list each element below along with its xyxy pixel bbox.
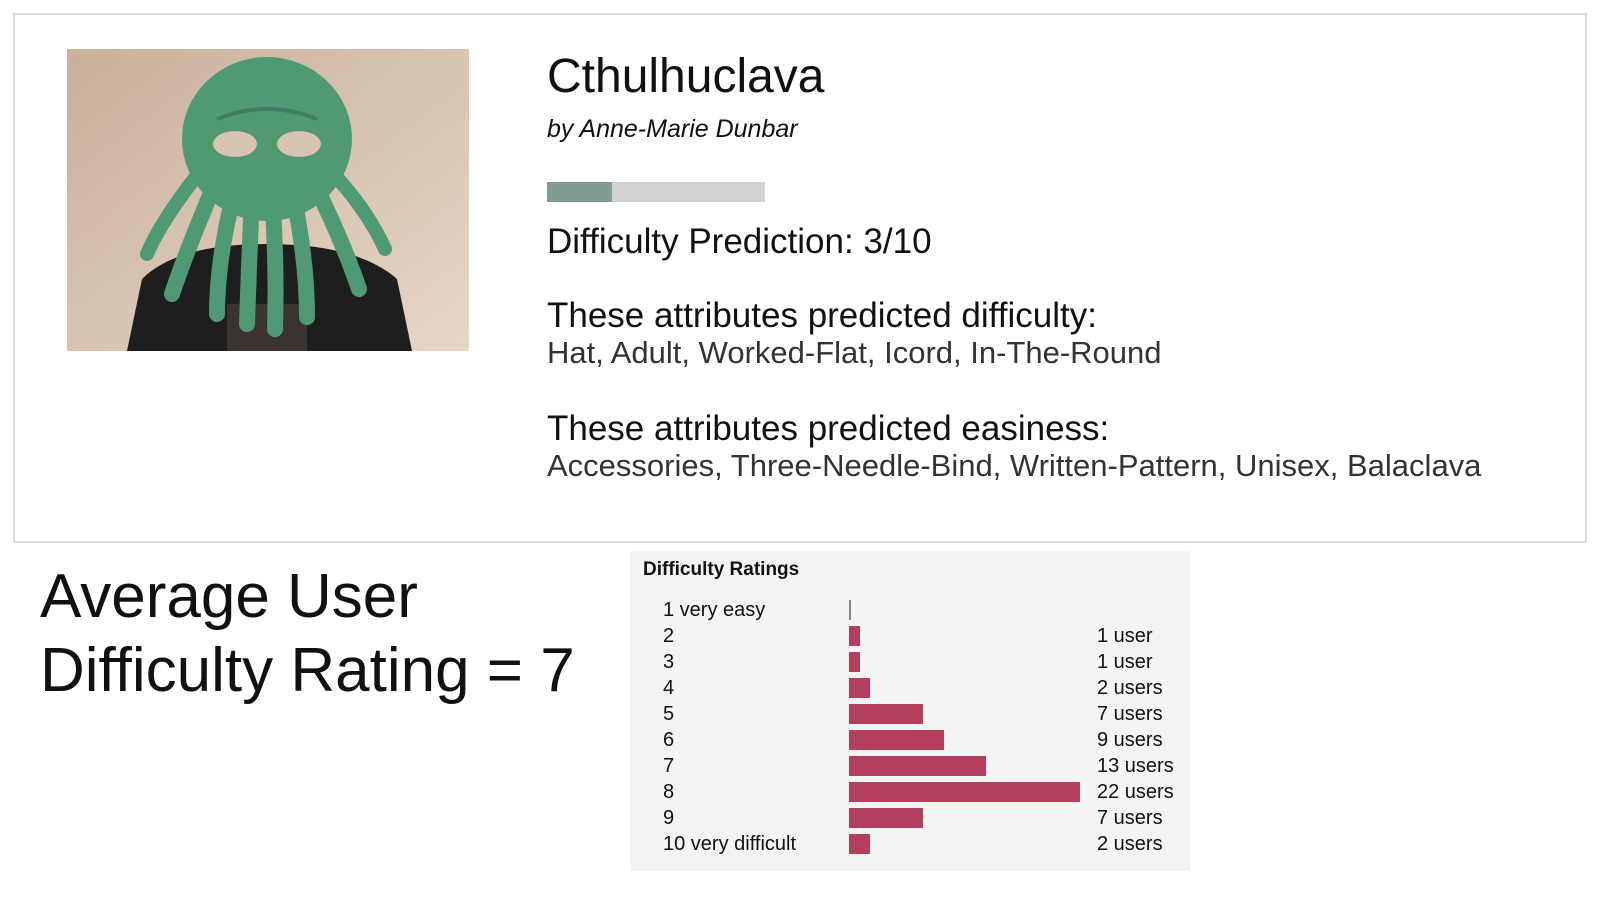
rating-label-1: 1 very easy <box>663 599 766 621</box>
rating-label-2: 2 <box>663 625 675 647</box>
easiness-attributes-list: Accessories, Three-Needle-Bind, Written-… <box>547 448 1482 483</box>
rating-label-4: 4 <box>663 677 675 699</box>
rating-count-7: 13 users <box>1097 755 1174 777</box>
difficulty-ratings-chart: Difficulty Ratings 1 very easy 2 1 user 3 1 … <box>630 551 1190 871</box>
rating-count-4: 2 users <box>1097 677 1163 699</box>
pattern-photo[interactable] <box>67 49 469 351</box>
rating-bar-5 <box>849 704 923 724</box>
pattern-author[interactable]: by Anne-Marie Dunbar <box>547 115 798 143</box>
pattern-title[interactable]: Cthulhuclava <box>547 50 825 103</box>
rating-label-8: 8 <box>663 781 675 803</box>
rating-bar-1 <box>849 600 851 620</box>
difficulty-attributes-heading: These attributes predicted difficulty: <box>547 296 1097 335</box>
rating-bar-9 <box>849 808 923 828</box>
rating-bar-4 <box>849 678 870 698</box>
rating-count-5: 7 users <box>1097 703 1163 725</box>
pattern-card: Cthulhuclava by Anne-Marie Dunbar Diffic… <box>13 13 1587 543</box>
average-rating-line2: Difficulty Rating = 7 <box>40 636 575 705</box>
difficulty-prediction-text: Difficulty Prediction: 3/10 <box>547 222 932 261</box>
rating-count-10: 2 users <box>1097 833 1163 855</box>
rating-label-5: 5 <box>663 703 675 725</box>
rating-count-2: 1 user <box>1097 625 1153 647</box>
rating-label-6: 6 <box>663 729 675 751</box>
difficulty-prediction-fill <box>547 182 613 202</box>
rating-label-9: 9 <box>663 807 675 829</box>
easiness-attributes-heading: These attributes predicted easiness: <box>547 409 1110 448</box>
rating-count-6: 9 users <box>1097 729 1163 751</box>
rating-bar-8 <box>849 782 1080 802</box>
rating-label-7: 7 <box>663 755 675 777</box>
average-user-rating: Average User Difficulty Rating = 7 <box>40 560 610 708</box>
rating-count-3: 1 user <box>1097 651 1153 673</box>
rating-bar-6 <box>849 730 944 750</box>
rating-bar-7 <box>849 756 986 776</box>
pattern-photo-icon <box>67 49 469 351</box>
rating-count-8: 22 users <box>1097 781 1174 803</box>
average-rating-line1: Average User <box>40 562 418 631</box>
rating-bar-10 <box>849 834 870 854</box>
rating-label-3: 3 <box>663 651 675 673</box>
chart-title: Difficulty Ratings <box>643 559 800 580</box>
rating-count-9: 7 users <box>1097 807 1163 829</box>
rating-bar-3 <box>849 652 860 672</box>
rating-label-10: 10 very difficult <box>663 833 797 855</box>
difficulty-prediction-bar <box>547 182 765 202</box>
rating-bar-2 <box>849 626 860 646</box>
difficulty-attributes-list: Hat, Adult, Worked-Flat, Icord, In-The-R… <box>547 335 1162 370</box>
